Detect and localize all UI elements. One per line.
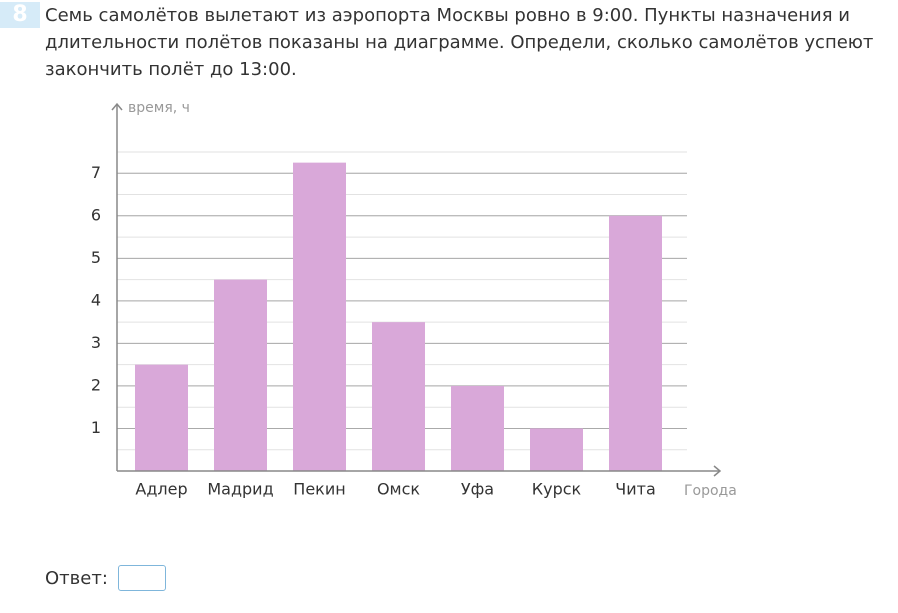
y-tick-label: 1 — [91, 418, 101, 437]
x-tick-label: Уфа — [461, 480, 494, 499]
y-tick-label: 6 — [91, 205, 101, 224]
bar — [609, 215, 662, 471]
x-axis-arrow — [713, 465, 722, 477]
x-tick-label: Курск — [532, 480, 582, 499]
answer-input[interactable] — [117, 565, 166, 591]
y-axis-arrow — [111, 102, 123, 111]
x-axis-label: Города — [684, 483, 737, 499]
x-tick-label: Адлер — [135, 480, 187, 499]
x-tick-label: Мадрид — [207, 480, 273, 499]
y-tick-label: 3 — [91, 333, 101, 352]
y-tick-label: 7 — [91, 163, 101, 182]
y-tick-label: 4 — [91, 290, 101, 309]
bar — [530, 428, 583, 471]
question-number: 8 — [0, 2, 40, 28]
bar — [135, 364, 188, 471]
answer-label: Ответ: — [45, 567, 108, 589]
x-tick-label: Омск — [377, 480, 420, 499]
bar — [214, 279, 267, 471]
y-tick-label: 2 — [91, 375, 101, 394]
bar — [293, 162, 346, 471]
y-tick-label: 5 — [91, 248, 101, 267]
x-tick-label: Чита — [615, 480, 656, 499]
x-tick-label: Пекин — [293, 480, 345, 499]
y-axis-label: время, ч — [128, 100, 190, 116]
answer-row: Ответ: — [45, 565, 166, 591]
bar — [372, 322, 425, 471]
bar — [451, 385, 504, 471]
question-text: Семь самолётов вылетают из аэропорта Мос… — [45, 5, 874, 80]
